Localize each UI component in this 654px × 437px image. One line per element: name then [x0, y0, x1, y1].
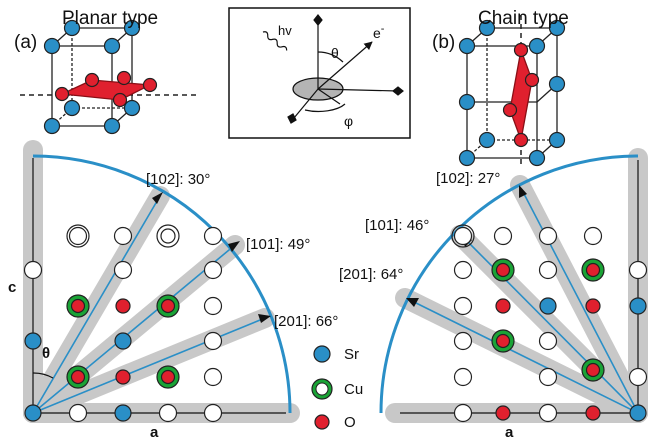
- arrowhead-a-101-icon: [228, 241, 240, 252]
- theta-arc-a: [32, 372, 54, 379]
- photon-label: hv: [278, 23, 292, 38]
- dir-arrow-a-102: [32, 195, 161, 414]
- dir-label-b-102: [102]: 27°: [436, 170, 500, 187]
- dir-arrow-b-201: [411, 300, 639, 414]
- in-plane-axis-2: [293, 88, 319, 119]
- arrowhead-b-102-icon: [519, 185, 527, 198]
- dir-arrow-a-201: [32, 317, 266, 414]
- atoms-b: [451, 224, 648, 423]
- legend-cu-label: Cu: [344, 381, 363, 398]
- dir-arrow-b-102: [521, 189, 639, 414]
- arrowhead-a-102-icon: [152, 192, 163, 204]
- electron-label: e-: [373, 23, 385, 41]
- theta-label-a: θ: [42, 345, 50, 362]
- projection-line: [317, 88, 341, 105]
- lattice-b: [379, 148, 648, 423]
- panel-a-title: Planar type: [62, 8, 158, 29]
- legend-sr-swatch: [313, 345, 331, 363]
- cube-top-face: [50, 27, 134, 47]
- axis-a-label-a: a: [150, 424, 159, 437]
- phi-label: φ: [344, 113, 353, 129]
- axis-a-label-b: a: [505, 424, 514, 437]
- cube-chain-atoms: [458, 19, 566, 167]
- axis-tip-top-icon: [313, 14, 323, 26]
- legend-o-label: O: [344, 414, 356, 431]
- geometry-inset-box: [228, 7, 411, 139]
- axis-tip-bottom-icon: [287, 113, 297, 124]
- in-plane-axis-1: [317, 88, 399, 92]
- legend: Sr Cu O: [311, 345, 363, 431]
- cube-planar-atoms: [43, 19, 158, 135]
- panel-b-title: Chain type: [478, 8, 569, 29]
- legend-o-swatch: [314, 414, 330, 430]
- cuo-plaquette-planar: [59, 79, 153, 101]
- dir-label-a-201: [201]: 66°: [274, 313, 338, 330]
- electron-vector: [317, 41, 373, 90]
- panel-b-label: (b): [432, 32, 455, 53]
- dir-label-a-102: [102]: 30°: [146, 171, 210, 188]
- geometry-inset: [262, 14, 404, 124]
- axis-c-label: c: [8, 279, 16, 296]
- dir-label-b-101: [101]: 46°: [365, 217, 429, 234]
- legend-sr-label: Sr: [344, 346, 359, 363]
- arrowhead-a-201-icon: [258, 314, 271, 323]
- phi-arc: [304, 103, 346, 113]
- dir-arrow-a-101: [32, 244, 236, 414]
- cuo-plaquette-chain: [509, 47, 533, 143]
- arrowhead-b-201-icon: [406, 298, 419, 307]
- theta-label: θ: [331, 45, 339, 61]
- panel-a-label: (a): [14, 32, 37, 53]
- axis-tip-right-icon: [392, 86, 404, 96]
- photon-wave-icon: [262, 31, 288, 51]
- theta-arc: [317, 51, 344, 63]
- atoms-a: [23, 224, 223, 423]
- dir-label-a-101: [101]: 49°: [246, 236, 310, 253]
- dir-label-b-201: [201]: 64°: [339, 266, 403, 283]
- lattice-a: [23, 140, 300, 423]
